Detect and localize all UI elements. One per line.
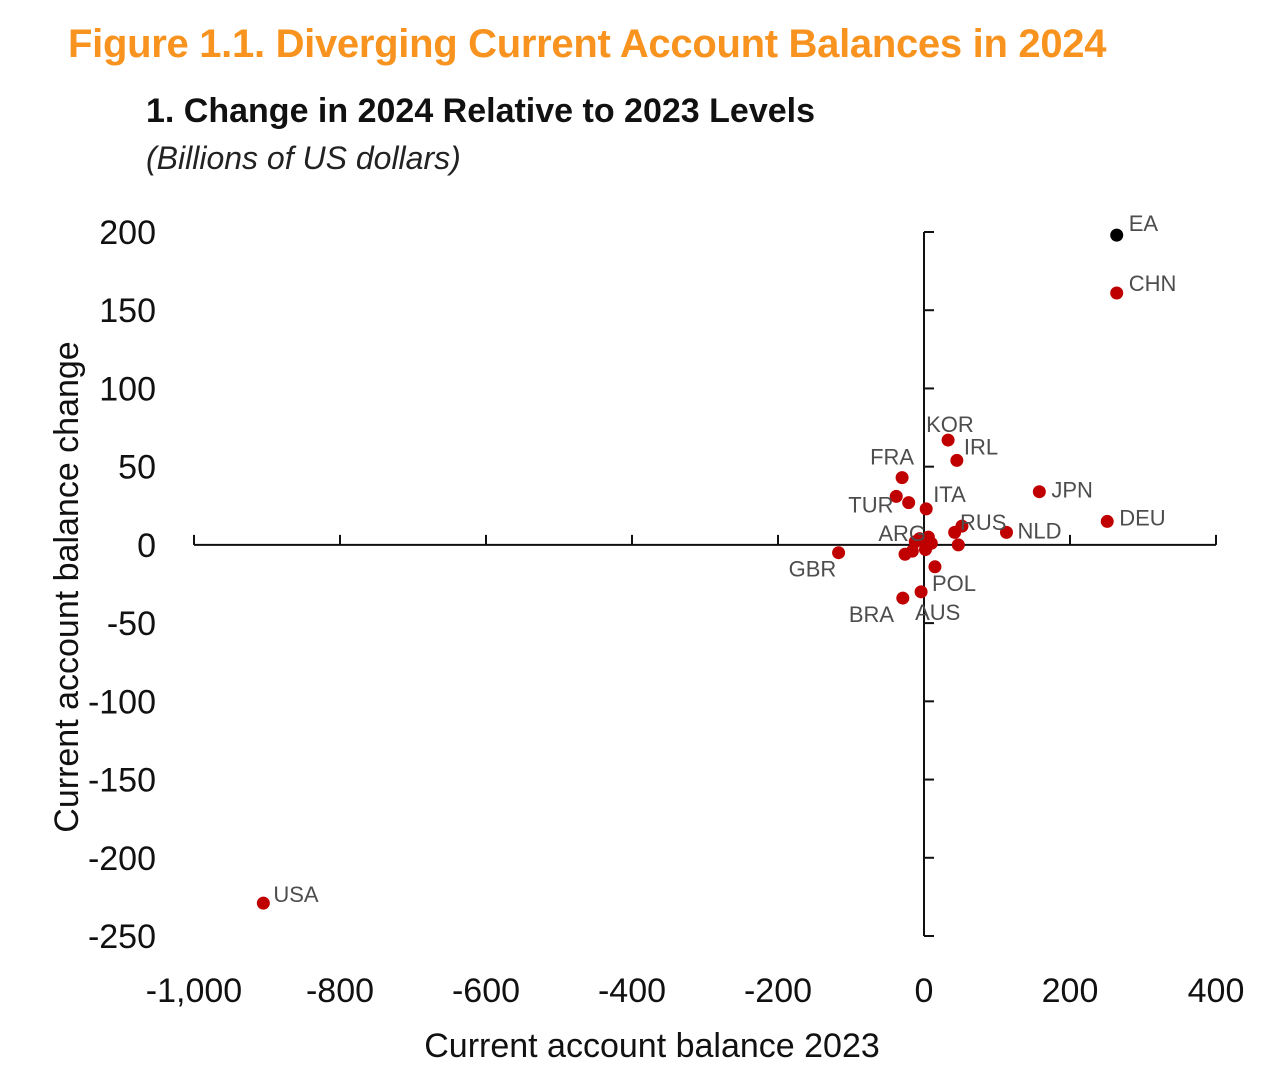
point-gbr bbox=[832, 546, 846, 560]
axes: -1,000 -800 -600 -400 -200 0 200 400 200 150 100 50… bbox=[88, 214, 1244, 1010]
x-tick-label: -800 bbox=[306, 972, 374, 1010]
point-unlabeled bbox=[913, 532, 927, 546]
point-label-bra: BRA bbox=[849, 602, 895, 627]
point-label-rus: RUS bbox=[960, 510, 1006, 535]
point-label-aus: AUS bbox=[915, 600, 960, 625]
point-label-gbr: GBR bbox=[789, 557, 837, 582]
y-tick-label: 50 bbox=[118, 449, 156, 487]
point-label-ea: EA bbox=[1129, 211, 1159, 236]
y-tick-label: 150 bbox=[99, 292, 156, 330]
point-usa bbox=[256, 896, 270, 910]
point-label-kor: KOR bbox=[926, 412, 974, 437]
y-tick-label: 200 bbox=[99, 214, 156, 252]
y-tick-label: -150 bbox=[88, 762, 156, 800]
point-label-arg: ARG bbox=[878, 521, 926, 546]
point-jpn bbox=[1032, 485, 1046, 499]
y-tick-label: 100 bbox=[99, 370, 156, 408]
y-tick-label: -100 bbox=[88, 683, 156, 721]
point-kor bbox=[941, 433, 955, 447]
panel-title: 1. Change in 2024 Relative to 2023 Level… bbox=[146, 92, 815, 130]
panel-subtitle: (Billions of US dollars) bbox=[146, 140, 461, 176]
point-irl bbox=[950, 453, 964, 467]
x-tick-label: -600 bbox=[452, 972, 520, 1010]
y-tick-label: 0 bbox=[137, 527, 156, 565]
point-tur bbox=[889, 489, 903, 503]
y-tick-label: -50 bbox=[107, 605, 156, 643]
point-nld bbox=[999, 525, 1013, 539]
x-tick-label: -200 bbox=[744, 972, 812, 1010]
point-fra bbox=[895, 471, 909, 485]
point-unlabeled bbox=[898, 547, 912, 561]
point-unlabeled bbox=[951, 538, 965, 552]
data-points bbox=[256, 228, 1124, 910]
point-ita bbox=[919, 502, 933, 516]
point-label-usa: USA bbox=[273, 882, 319, 907]
x-tick-label: 200 bbox=[1042, 972, 1099, 1010]
x-tick-label: -400 bbox=[598, 972, 666, 1010]
point-unlabeled bbox=[902, 496, 916, 510]
point-label-nld: NLD bbox=[1017, 518, 1061, 543]
point-label-irl: IRL bbox=[964, 434, 998, 459]
point-label-chn: CHN bbox=[1129, 271, 1177, 296]
point-deu bbox=[1100, 514, 1114, 528]
point-label-jpn: JPN bbox=[1051, 478, 1093, 503]
figure-title: Figure 1.1. Diverging Current Account Ba… bbox=[68, 22, 1107, 66]
point-aus bbox=[914, 585, 928, 599]
point-ea bbox=[1110, 228, 1124, 242]
point-label-tur: TUR bbox=[848, 492, 893, 517]
y-tick-label: -200 bbox=[88, 840, 156, 878]
point-unlabeled bbox=[948, 525, 962, 539]
x-tick-label: -1,000 bbox=[146, 972, 242, 1010]
y-axis-title: Current account balance change bbox=[48, 341, 86, 832]
point-unlabeled bbox=[924, 536, 938, 550]
point-label-pol: POL bbox=[932, 571, 976, 596]
point-pol bbox=[928, 560, 942, 574]
y-tick-label: -250 bbox=[88, 918, 156, 956]
point-label-ita: ITA bbox=[933, 482, 966, 507]
point-chn bbox=[1110, 286, 1124, 300]
point-label-deu: DEU bbox=[1119, 505, 1165, 530]
x-tick-label: 400 bbox=[1188, 972, 1245, 1010]
x-axis-title: Current account balance 2023 bbox=[424, 1027, 880, 1065]
x-tick-label: 0 bbox=[915, 972, 934, 1010]
point-label-fra: FRA bbox=[870, 445, 914, 470]
point-bra bbox=[896, 591, 910, 605]
